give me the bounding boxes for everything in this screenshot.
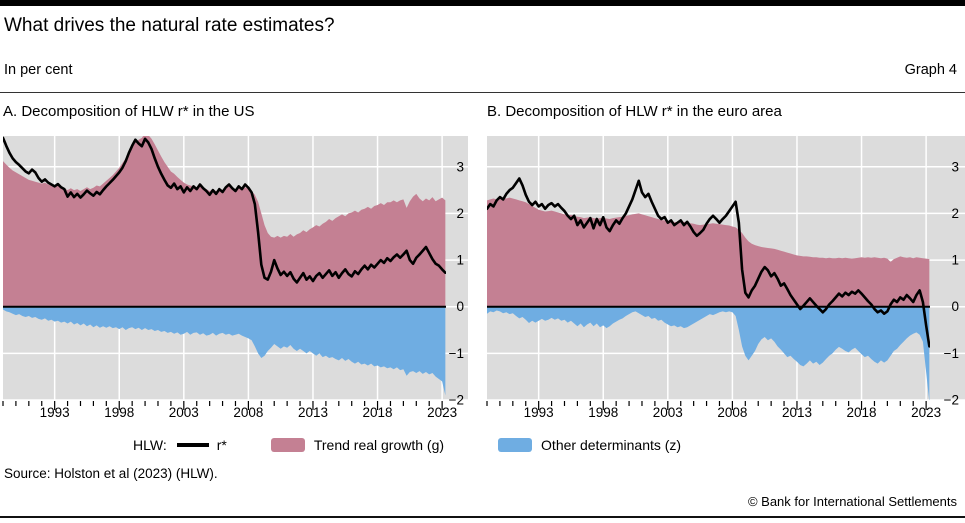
panel-a-plot: 3 2 1 0 −1 −2 1993 1998 2003 2008 2013 2018 2023 — [2, 136, 468, 420]
panel-b-chart: 3 2 1 0 −1 −2 1993 1998 2003 2008 2013 2018 2023 — [486, 128, 965, 433]
r-star-line — [3, 136, 446, 284]
x-axis-label: 1998 — [588, 405, 618, 420]
trend-growth-swatch — [270, 438, 305, 452]
legend-rstar-label: r* — [216, 437, 227, 453]
x-axis-label: 2018 — [363, 405, 393, 420]
y-axis-label: 3 — [456, 159, 464, 174]
panel-a-chart: 3 2 1 0 −1 −2 1993 1998 2003 2008 2013 2018 2023 — [2, 128, 480, 433]
x-axis-label: 2018 — [847, 405, 877, 420]
y-axis-label: 1 — [456, 253, 464, 268]
y-axis-label: 0 — [456, 299, 464, 314]
y-axis-label: 3 — [951, 159, 959, 174]
other-determinants-swatch — [498, 438, 533, 452]
y-axis-label: −2 — [449, 393, 464, 408]
x-axis-label: 1993 — [524, 405, 554, 420]
bottom-divider — [0, 516, 965, 518]
copyright-note: © Bank for International Settlements — [747, 494, 957, 509]
top-black-bar — [0, 0, 965, 6]
x-axis-label: 2013 — [298, 405, 328, 420]
page-title: What drives the natural rate estimates? — [4, 15, 335, 36]
header-divider — [0, 92, 965, 93]
y-axis-label: 1 — [951, 253, 959, 268]
y-axis-label: −2 — [944, 393, 959, 408]
trend-growth-area — [487, 197, 930, 307]
panel-b-title: B. Decomposition of HLW r* in the euro a… — [487, 103, 782, 120]
y-axis-label: −1 — [944, 346, 959, 361]
other-determinants-area — [487, 306, 930, 400]
panel-b-plot: 3 2 1 0 −1 −2 1993 1998 2003 2008 2013 2018 2023 — [486, 136, 965, 420]
legend-prefix: HLW: — [133, 437, 167, 453]
y-axis-label: 2 — [951, 206, 959, 221]
x-axis-label: 2013 — [782, 405, 812, 420]
legend-g-label: Trend real growth (g) — [313, 437, 445, 453]
x-axis-label: 2003 — [169, 405, 199, 420]
x-axis-label: 2003 — [653, 405, 683, 420]
x-axis-label: 2023 — [911, 405, 941, 420]
source-note: Source: Holston et al (2023) (HLW). — [4, 466, 218, 481]
y-axis-label: 2 — [456, 206, 464, 221]
x-axis-label: 2008 — [233, 405, 263, 420]
legend-z-label: Other determinants (z) — [541, 437, 682, 453]
graph-number-label: Graph 4 — [904, 62, 957, 78]
panel-a-title: A. Decomposition of HLW r* in the US — [3, 103, 255, 120]
y-axis-label: −1 — [449, 346, 464, 361]
y-axis-label: 0 — [951, 299, 959, 314]
x-axis-label: 2008 — [717, 405, 747, 420]
x-axis-label: 1998 — [104, 405, 134, 420]
units-subtitle: In per cent — [4, 62, 73, 78]
x-axis-label: 2023 — [427, 405, 457, 420]
x-axis-label: 1993 — [40, 405, 70, 420]
r-star-line — [487, 177, 930, 348]
r-star-line-swatch — [176, 443, 209, 447]
other-determinants-area — [3, 306, 446, 396]
legend: HLW: r* Trend real growth (g) Other dete… — [133, 437, 681, 453]
